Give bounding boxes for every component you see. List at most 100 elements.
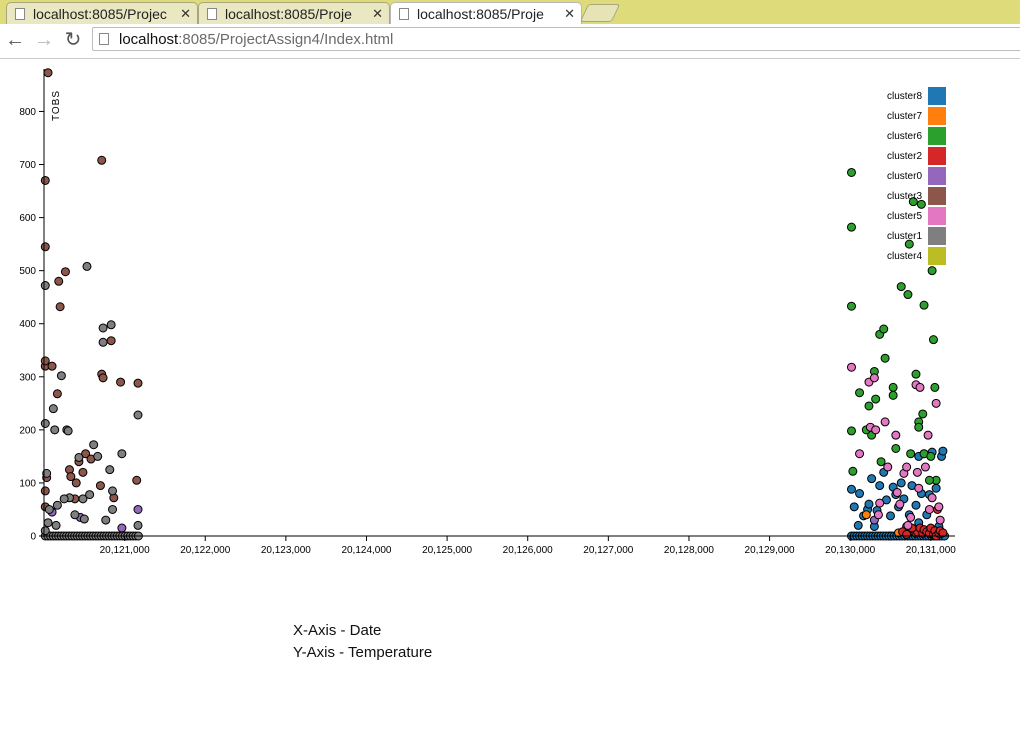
- tab-1[interactable]: localhost:8085/Projec ✕: [6, 2, 198, 24]
- reload-icon[interactable]: ↻: [64, 29, 82, 51]
- scatter-point-cluster5: [931, 398, 941, 408]
- scatter-point-cluster5: [880, 417, 890, 427]
- legend-label: cluster8: [887, 91, 922, 102]
- legend-swatch: [928, 187, 946, 205]
- scatter-point-cluster8: [855, 489, 865, 499]
- y-tick-label: 500: [19, 266, 36, 277]
- y-tick-label: 600: [19, 213, 36, 224]
- scatter-point-cluster1: [78, 494, 88, 504]
- scatter-point-cluster3: [71, 478, 81, 488]
- tab-2[interactable]: localhost:8085/Proje ✕: [198, 2, 390, 24]
- y-tick-label: 0: [30, 532, 36, 543]
- scatter-point-cluster8: [875, 481, 885, 491]
- scatter-point-cluster3: [47, 361, 57, 371]
- page-icon: [15, 7, 25, 20]
- scatter-point-cluster0: [133, 504, 143, 514]
- scatter-point-cluster7: [861, 510, 871, 520]
- scatter-point-cluster6: [924, 475, 934, 485]
- scatter-point-cluster1: [40, 526, 50, 536]
- scatter-point-cluster6: [891, 443, 901, 453]
- scatter-chart: 0 100 200 300 400 500 600 700 800 20,121,000 20,12…: [19, 68, 956, 556]
- legend-swatch: [928, 127, 946, 145]
- scatter-point-cluster6: [930, 382, 940, 392]
- legend-item-cluster0: cluster0: [887, 167, 946, 185]
- legend-item-cluster3: cluster3: [887, 187, 946, 205]
- legend-label: cluster0: [887, 171, 922, 182]
- tab-3-active[interactable]: localhost:8085/Proje ✕: [390, 2, 582, 25]
- legend-label: cluster7: [887, 111, 922, 122]
- scatter-point-cluster5: [903, 520, 913, 530]
- scatter-point-cluster1: [79, 514, 89, 524]
- legend-label: cluster4: [887, 251, 922, 262]
- scatter-point-cluster5: [912, 467, 922, 477]
- address-bar[interactable]: localhost:8085/ProjectAssign4/Index.html: [92, 27, 1020, 51]
- scatter-point-cluster6: [876, 457, 886, 467]
- scatter-point-cluster3: [54, 276, 64, 286]
- scatter-point-cluster6: [848, 466, 858, 476]
- scatter-point-cluster6: [871, 394, 881, 404]
- legend-label: cluster1: [887, 231, 922, 242]
- scatter-point-cluster5: [875, 498, 885, 508]
- x-tick-label: 20,124,000: [341, 545, 391, 556]
- legend-item-cluster2: cluster2: [887, 147, 946, 165]
- scatter-point-cluster5: [873, 510, 883, 520]
- scatter-point-cluster6: [908, 197, 918, 207]
- y-tick-label: 700: [19, 160, 36, 171]
- scatter-point-cluster6: [846, 167, 856, 177]
- scatter-point-cluster5: [935, 515, 945, 525]
- scatter-point-cluster6: [903, 290, 913, 300]
- scatter-point-cluster1: [44, 504, 54, 514]
- scatter-point-cluster6: [914, 422, 924, 432]
- plot-points: [40, 68, 950, 541]
- scatter-point-cluster5: [855, 449, 865, 459]
- scatter-point-cluster6: [906, 449, 916, 459]
- scatter-point-cluster1: [48, 404, 58, 414]
- legend-item-cluster8: cluster8: [887, 87, 946, 105]
- scatter-point-cluster8: [849, 502, 859, 512]
- scatter-point-cluster8: [938, 446, 948, 456]
- page-icon: [99, 33, 109, 45]
- scatter-point-cluster1: [98, 323, 108, 333]
- legend-label: cluster5: [887, 211, 922, 222]
- legend-item-cluster4: cluster4: [887, 247, 946, 265]
- scatter-point-cluster0: [117, 523, 127, 533]
- scatter-point-cluster6: [846, 426, 856, 436]
- close-icon[interactable]: ✕: [564, 6, 575, 21]
- x-tick-label: 20,131,000: [906, 545, 956, 556]
- scatter-point-cluster1: [105, 465, 115, 475]
- x-tick-label: 20,125,000: [422, 545, 472, 556]
- new-tab-button[interactable]: [579, 4, 621, 22]
- x-tick-label: 20,122,000: [180, 545, 230, 556]
- url-host: localhost: [119, 30, 179, 48]
- scatter-point-cluster2: [938, 528, 948, 538]
- scatter-point-cluster1: [85, 490, 95, 500]
- scatter-point-cluster3: [78, 467, 88, 477]
- scatter-point-cluster8: [864, 499, 874, 509]
- y-axis-label: TOBS: [51, 90, 62, 121]
- scatter-point-cluster5: [923, 430, 933, 440]
- scatter-point-cluster8: [867, 474, 877, 484]
- scatter-point-cluster3: [40, 356, 50, 366]
- scatter-point-cluster1: [74, 452, 84, 462]
- scatter-point-cluster3: [98, 373, 108, 383]
- scatter-point-cluster1: [106, 320, 116, 330]
- scatter-point-cluster1: [98, 337, 108, 347]
- legend-label: cluster3: [887, 191, 922, 202]
- arrow-right-icon[interactable]: →: [34, 29, 54, 51]
- scatter-point-cluster5: [902, 462, 912, 472]
- legend-item-cluster6: cluster6: [887, 127, 946, 145]
- y-tick-label: 800: [19, 107, 36, 118]
- legend-swatch: [928, 167, 946, 185]
- arrow-left-icon[interactable]: ←: [5, 29, 25, 51]
- scatter-point-cluster5: [883, 462, 893, 472]
- scatter-point-cluster5: [915, 382, 925, 392]
- x-tick-label: 20,123,000: [261, 545, 311, 556]
- scatter-point-cluster1: [40, 418, 50, 428]
- close-icon[interactable]: ✕: [180, 5, 191, 21]
- scatter-point-cluster5: [920, 462, 930, 472]
- close-icon[interactable]: ✕: [372, 5, 383, 21]
- scatter-point-cluster8: [931, 483, 941, 493]
- scatter-point-cluster3: [132, 475, 142, 485]
- scatter-point-cluster3: [95, 481, 105, 491]
- y-tick-label: 200: [19, 425, 36, 436]
